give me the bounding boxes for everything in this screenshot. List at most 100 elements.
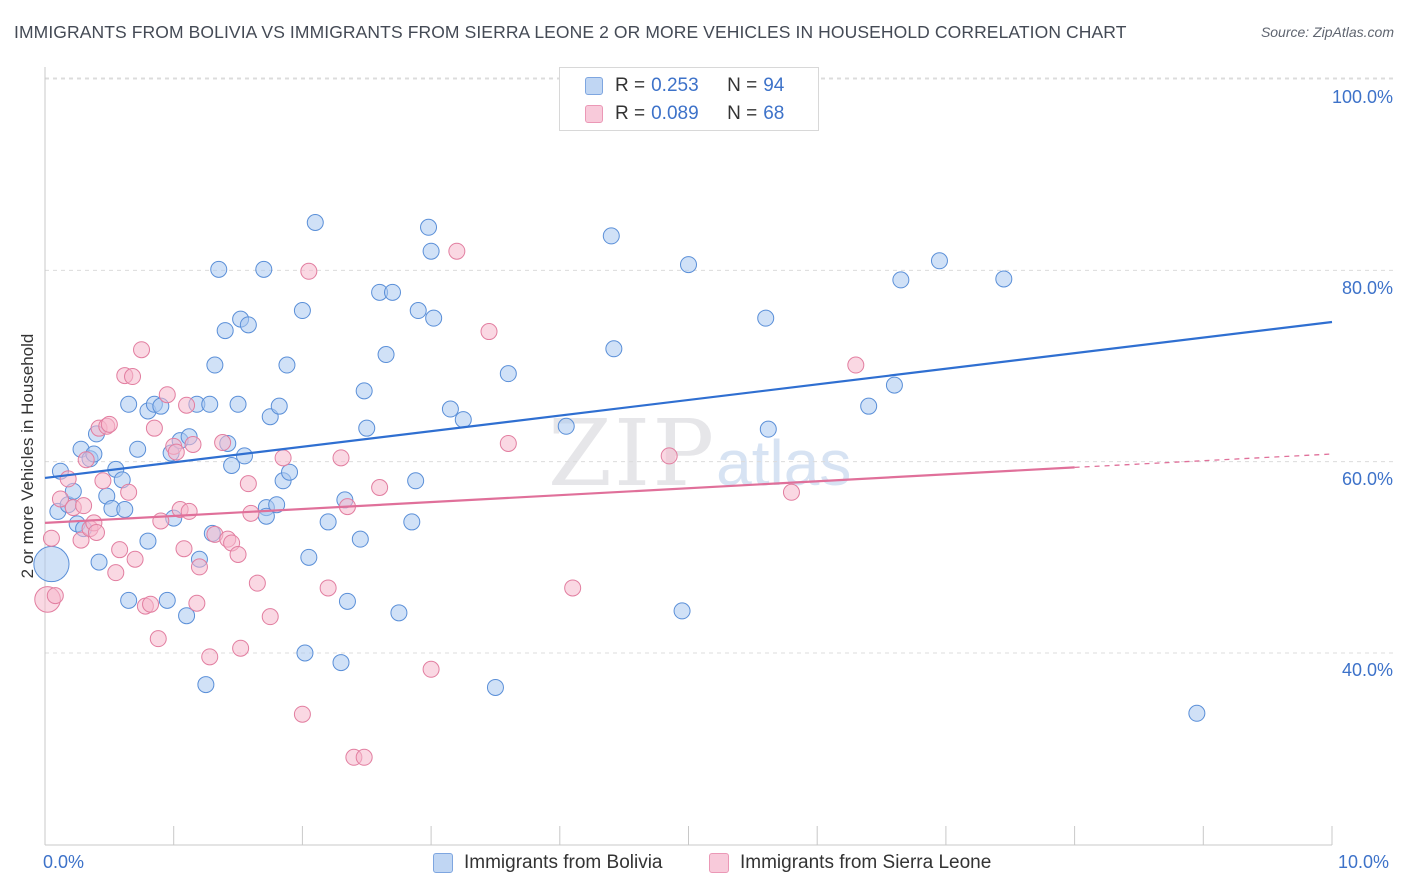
sierra-point (274, 449, 292, 467)
bolivia-point (239, 316, 257, 334)
sierra-point (167, 443, 185, 461)
bolivia-point (355, 382, 373, 400)
sierra-point (332, 449, 350, 467)
sierra-point (100, 415, 118, 433)
bolivia-point (281, 463, 299, 481)
sierra-point (188, 594, 206, 612)
bolivia-r-value: 0.253 (651, 75, 699, 96)
bolivia-point (229, 395, 247, 413)
bolivia-point (759, 420, 777, 438)
sierra-point (239, 475, 257, 493)
bolivia-point (206, 356, 224, 374)
y-tick-label-60: 60.0% (1341, 469, 1393, 489)
sierra-point (232, 639, 250, 657)
sierra-point (94, 472, 112, 490)
bolivia-point (255, 260, 273, 278)
y-tick-label-80: 80.0% (1341, 278, 1393, 298)
sierra-point (175, 540, 193, 558)
sierra-point (133, 341, 151, 359)
sierra-point (59, 470, 77, 488)
bolivia-point (351, 530, 369, 548)
sierra-point (261, 608, 279, 626)
bolivia-point (296, 644, 314, 662)
sierra-point (229, 545, 247, 563)
source-label: Source: ZipAtlas.com (1260, 24, 1394, 40)
x-tick-label-min: 0.0% (43, 852, 85, 872)
sierra-point (46, 587, 64, 605)
bolivia-point (407, 472, 425, 490)
sierra-trend-extension (1074, 453, 1333, 469)
bolivia-point (557, 417, 575, 435)
bolivia-point (319, 513, 337, 531)
sierra-point (248, 574, 266, 592)
bolivia-point (673, 602, 691, 620)
bolivia-point (120, 395, 138, 413)
bolivia-point (120, 591, 138, 609)
sierra-point (42, 529, 60, 547)
sierra-point (107, 564, 125, 582)
y-tick-label-40: 40.0% (1341, 660, 1393, 680)
sierra-point (149, 630, 167, 648)
sierra-point (120, 483, 138, 501)
bolivia-point (223, 456, 241, 474)
sierra-r-value: 0.089 (651, 103, 699, 124)
sierra-point (480, 323, 498, 341)
bolivia-point (235, 447, 253, 465)
sierra-point (242, 504, 260, 522)
sierra-point (87, 523, 105, 541)
sierra-point (75, 497, 93, 515)
sierra-point (300, 262, 318, 280)
bolivia-point (892, 271, 910, 289)
sierra-point (847, 356, 865, 374)
y-tick-label-100: 100.0% (1331, 87, 1393, 107)
legend-row-sierra: R = 0.089 N = 68 (560, 100, 784, 128)
sierra-point (184, 435, 202, 453)
bolivia-point (454, 411, 472, 429)
bolivia-point (409, 302, 427, 320)
n-label: N = (727, 75, 758, 96)
legend-row-bolivia: R = 0.253 N = 94 (560, 72, 784, 100)
sierra-swatch (585, 105, 603, 123)
bolivia-point (383, 283, 401, 301)
bolivia-trend-line (44, 320, 1333, 480)
bolivia-point (90, 553, 108, 571)
bolivia-point (403, 513, 421, 531)
sierra-point (422, 660, 440, 678)
sierra-n-value: 68 (763, 103, 785, 124)
bolivia-point (216, 322, 234, 340)
sierra-point (448, 242, 466, 260)
sierra-point (77, 451, 95, 469)
r-label: R = (615, 75, 646, 96)
bolivia-point (602, 227, 620, 245)
sierra-point (180, 502, 198, 520)
sierra-point (214, 434, 232, 452)
sierra-point (201, 648, 219, 666)
sierra-point (72, 531, 90, 549)
correlation-legend: R = 0.253 N = 94 R = 0.089 N = 68 (559, 67, 819, 131)
bolivia-point (422, 242, 440, 260)
bolivia-point (332, 654, 350, 672)
chart-title: IMMIGRANTS FROM BOLIVIA VS IMMIGRANTS FR… (14, 22, 1127, 42)
bolivia-point (390, 604, 408, 622)
sierra-point (499, 434, 517, 452)
sierra-trend-line (44, 466, 1075, 524)
bolivia-point (995, 270, 1013, 288)
bolivia-point (499, 365, 517, 383)
sierra-point (355, 748, 373, 766)
series-legend: Immigrants from Bolivia Immigrants from … (0, 852, 1406, 878)
bolivia-point (178, 607, 196, 625)
bolivia-point (268, 496, 286, 514)
bolivia-point (210, 260, 228, 278)
bolivia-swatch (585, 77, 603, 95)
sierra-point (660, 447, 678, 465)
bolivia-point (129, 440, 147, 458)
bolivia-point (158, 591, 176, 609)
sierra-legend-swatch (709, 853, 729, 873)
bolivia-point (860, 397, 878, 415)
bolivia-legend-label: Immigrants from Bolivia (464, 852, 663, 873)
bolivia-point (33, 545, 70, 583)
bolivia-point (420, 218, 438, 236)
bolivia-n-value: 94 (763, 75, 785, 96)
bolivia-point (377, 346, 395, 364)
